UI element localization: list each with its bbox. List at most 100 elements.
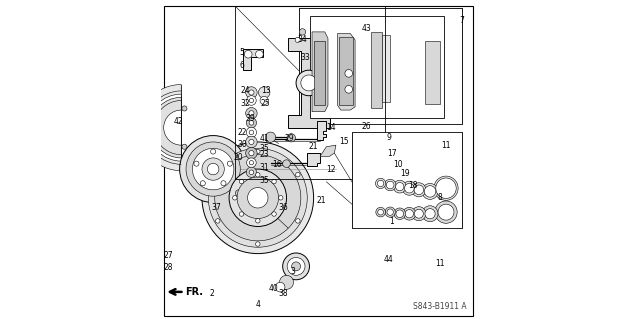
Circle shape bbox=[221, 181, 226, 186]
Text: 26: 26 bbox=[362, 122, 371, 130]
Wedge shape bbox=[151, 97, 181, 158]
Circle shape bbox=[246, 87, 257, 98]
Text: 9: 9 bbox=[386, 133, 391, 142]
Circle shape bbox=[272, 179, 276, 184]
Circle shape bbox=[239, 179, 244, 184]
Text: 1: 1 bbox=[389, 217, 394, 226]
Circle shape bbox=[237, 177, 278, 219]
Polygon shape bbox=[339, 37, 353, 105]
Circle shape bbox=[244, 50, 252, 58]
Circle shape bbox=[404, 183, 414, 193]
Text: 11: 11 bbox=[441, 141, 451, 150]
Text: 30: 30 bbox=[237, 140, 247, 149]
Circle shape bbox=[301, 75, 317, 91]
Circle shape bbox=[202, 158, 224, 180]
Circle shape bbox=[422, 183, 438, 199]
Circle shape bbox=[422, 206, 438, 222]
Circle shape bbox=[396, 182, 404, 191]
Text: 5: 5 bbox=[239, 48, 244, 57]
Polygon shape bbox=[317, 121, 326, 140]
Circle shape bbox=[236, 190, 242, 196]
Text: 18: 18 bbox=[408, 181, 417, 189]
Text: 3: 3 bbox=[291, 267, 295, 276]
Circle shape bbox=[248, 188, 268, 208]
Text: 2: 2 bbox=[209, 289, 214, 298]
Text: 10: 10 bbox=[394, 160, 403, 169]
Circle shape bbox=[249, 111, 254, 116]
Circle shape bbox=[259, 87, 270, 98]
Text: 28: 28 bbox=[164, 263, 173, 272]
Text: 25: 25 bbox=[261, 99, 271, 108]
Circle shape bbox=[345, 70, 353, 77]
Circle shape bbox=[283, 253, 310, 280]
Text: S843-B1911 A: S843-B1911 A bbox=[413, 302, 467, 311]
Text: 32: 32 bbox=[240, 99, 250, 108]
Circle shape bbox=[394, 180, 406, 193]
Text: 31: 31 bbox=[259, 163, 269, 172]
Text: 35: 35 bbox=[259, 176, 269, 185]
Circle shape bbox=[182, 106, 187, 111]
Bar bbox=[352, 132, 462, 228]
Circle shape bbox=[180, 136, 246, 203]
Wedge shape bbox=[138, 85, 181, 171]
Circle shape bbox=[249, 121, 253, 125]
Text: 11: 11 bbox=[435, 259, 444, 268]
Circle shape bbox=[229, 169, 287, 226]
Text: 43: 43 bbox=[362, 24, 371, 33]
Circle shape bbox=[424, 186, 436, 197]
Text: 37: 37 bbox=[211, 203, 221, 212]
Circle shape bbox=[376, 178, 386, 189]
Text: 27: 27 bbox=[164, 251, 173, 260]
Circle shape bbox=[255, 50, 263, 58]
Polygon shape bbox=[337, 33, 355, 110]
Text: 14: 14 bbox=[326, 123, 336, 132]
Circle shape bbox=[414, 185, 424, 195]
Text: 6: 6 bbox=[239, 61, 244, 70]
Text: 21: 21 bbox=[317, 197, 326, 205]
Polygon shape bbox=[320, 145, 336, 156]
Text: 36: 36 bbox=[278, 203, 288, 212]
Circle shape bbox=[378, 180, 384, 187]
Circle shape bbox=[209, 148, 307, 247]
Circle shape bbox=[396, 210, 404, 218]
Text: 35: 35 bbox=[259, 144, 269, 153]
Text: 16: 16 bbox=[272, 160, 282, 169]
Text: 24: 24 bbox=[240, 86, 250, 95]
Text: 21: 21 bbox=[309, 142, 318, 151]
Text: 39: 39 bbox=[245, 114, 255, 122]
Text: 20: 20 bbox=[234, 153, 243, 162]
Circle shape bbox=[249, 90, 254, 95]
Circle shape bbox=[296, 172, 300, 177]
Circle shape bbox=[255, 219, 260, 223]
Circle shape bbox=[249, 170, 253, 174]
Text: FR.: FR. bbox=[186, 287, 204, 297]
Circle shape bbox=[412, 207, 426, 221]
Bar bbox=[236, 6, 385, 179]
Wedge shape bbox=[164, 110, 181, 145]
Text: 40: 40 bbox=[269, 284, 278, 293]
Text: 13: 13 bbox=[261, 86, 271, 95]
Circle shape bbox=[412, 183, 426, 197]
Circle shape bbox=[296, 70, 321, 96]
Text: 44: 44 bbox=[384, 256, 394, 264]
Circle shape bbox=[216, 219, 220, 223]
Circle shape bbox=[376, 207, 385, 217]
Polygon shape bbox=[314, 41, 324, 105]
Circle shape bbox=[387, 181, 394, 189]
Circle shape bbox=[438, 204, 454, 220]
Circle shape bbox=[202, 142, 314, 254]
Circle shape bbox=[292, 262, 301, 271]
Text: 22: 22 bbox=[237, 128, 246, 137]
Polygon shape bbox=[243, 49, 262, 70]
Text: 7: 7 bbox=[460, 16, 465, 25]
Circle shape bbox=[246, 167, 257, 177]
Circle shape bbox=[272, 212, 276, 216]
Text: 12: 12 bbox=[326, 165, 336, 174]
Circle shape bbox=[216, 172, 220, 177]
Circle shape bbox=[425, 209, 435, 219]
Circle shape bbox=[415, 209, 423, 218]
Circle shape bbox=[227, 161, 232, 166]
Polygon shape bbox=[425, 41, 440, 104]
Polygon shape bbox=[371, 32, 382, 108]
Text: 34: 34 bbox=[298, 35, 307, 44]
